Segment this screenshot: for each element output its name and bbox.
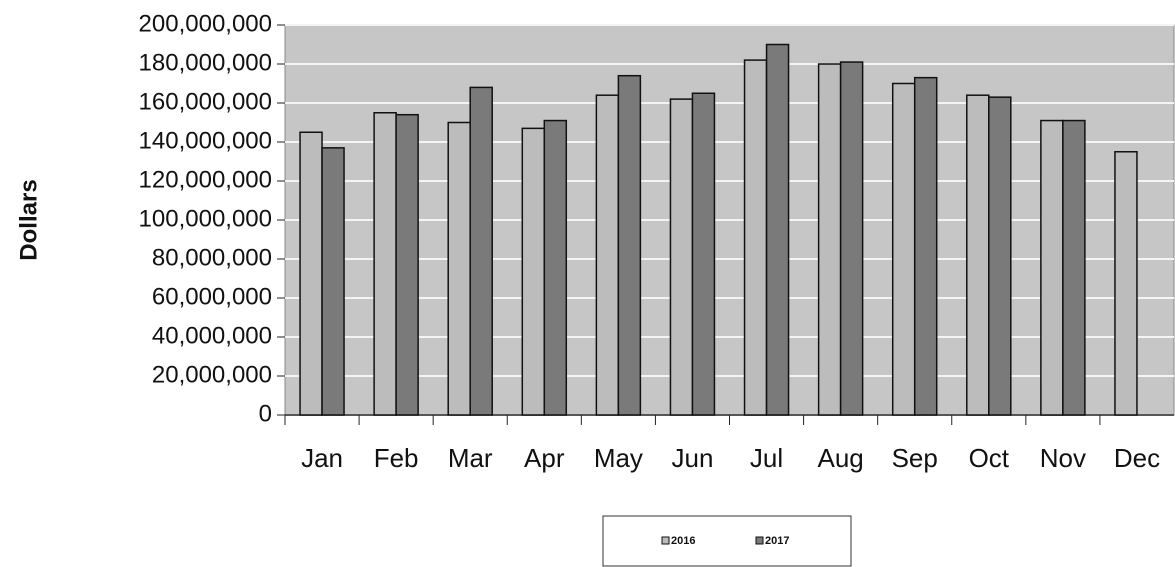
bar [299,131,323,416]
bar [743,59,768,416]
bar [839,61,864,416]
bar [1062,119,1086,416]
y-tick-label: 0 [259,400,272,427]
x-tick-label: Jun [671,443,713,473]
bar [521,127,546,416]
bar [765,43,790,416]
y-tick-label: 100,000,000 [139,205,272,232]
x-tick-label: Jul [750,443,783,473]
y-tick-label: 200,000,000 [139,10,272,37]
bar [891,82,916,416]
legend-swatch [755,536,764,545]
x-tick-label: Mar [448,443,493,473]
x-tick-label: Apr [524,443,565,473]
bar [469,86,493,416]
bar [817,63,842,416]
bar [913,76,938,416]
bar [373,112,397,416]
bar [321,147,345,416]
y-tick-label: 60,000,000 [152,283,272,310]
bar [1040,119,1064,416]
y-tick-label: 20,000,000 [152,361,272,388]
legend-swatch [661,536,670,545]
bar [617,74,642,416]
bar [669,98,694,416]
x-tick-label: Oct [969,443,1010,473]
x-tick-label: Feb [374,443,419,473]
x-tick-label: Jan [301,443,343,473]
x-tick-label: Nov [1040,443,1086,473]
bar [988,96,1012,416]
y-tick-label: 80,000,000 [152,244,272,271]
y-axis-label: Dollars [15,179,42,260]
legend-label: 2016 [671,535,695,547]
bar [966,94,990,416]
y-tick-label: 120,000,000 [139,166,272,193]
bar [395,113,419,416]
x-tick-label: Sep [892,443,938,473]
bar [543,119,568,416]
y-tick-label: 160,000,000 [139,88,272,115]
legend-box [602,515,852,567]
y-tick-label: 180,000,000 [139,49,272,76]
x-tick-label: May [594,443,643,473]
bar [1114,151,1138,416]
bar [447,121,471,416]
y-tick-label: 140,000,000 [139,127,272,154]
bar [595,94,620,416]
bar [691,92,716,416]
y-tick-label: 40,000,000 [152,322,272,349]
x-tick-label: Dec [1114,443,1160,473]
legend-label: 2017 [765,535,789,547]
x-tick-label: Aug [817,443,863,473]
